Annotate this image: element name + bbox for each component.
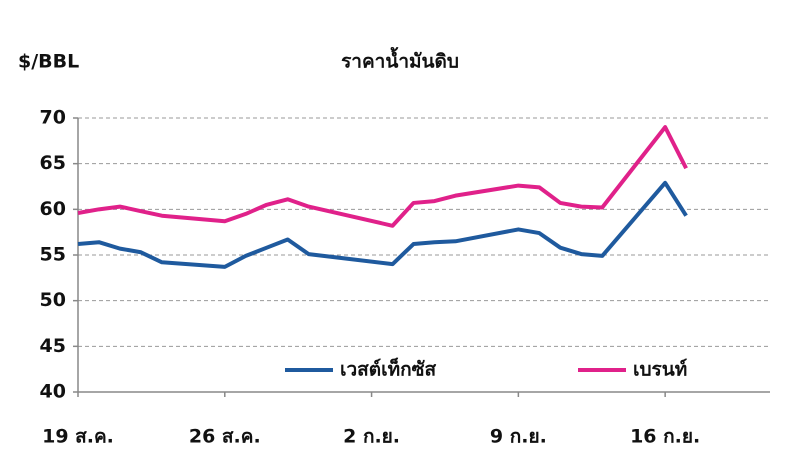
y-tick-label: 40 xyxy=(40,381,66,403)
x-tick-label: 9 ก.ย. xyxy=(490,426,547,448)
y-tick-label: 70 xyxy=(40,107,66,129)
legend-label: เวสต์เท็กซัส xyxy=(340,357,437,381)
chart-title: ราคาน้ำมันดิบ xyxy=(341,47,459,73)
y-tick-label: 45 xyxy=(40,335,66,357)
y-tick-label: 55 xyxy=(40,244,66,266)
x-tick-label: 16 ก.ย. xyxy=(630,426,700,448)
y-axis-label: $/BBL xyxy=(18,51,79,73)
series-line xyxy=(77,125,688,228)
series-line xyxy=(77,180,688,269)
y-tick-label: 60 xyxy=(40,198,66,220)
x-tick-label: 19 ส.ค. xyxy=(42,426,114,448)
y-tick-label: 65 xyxy=(40,152,66,174)
x-tick-label: 26 ส.ค. xyxy=(189,426,261,448)
y-tick-label: 50 xyxy=(40,289,66,311)
x-tick-label: 2 ก.ย. xyxy=(343,426,400,448)
legend-label: เบรนท์ xyxy=(633,359,687,381)
